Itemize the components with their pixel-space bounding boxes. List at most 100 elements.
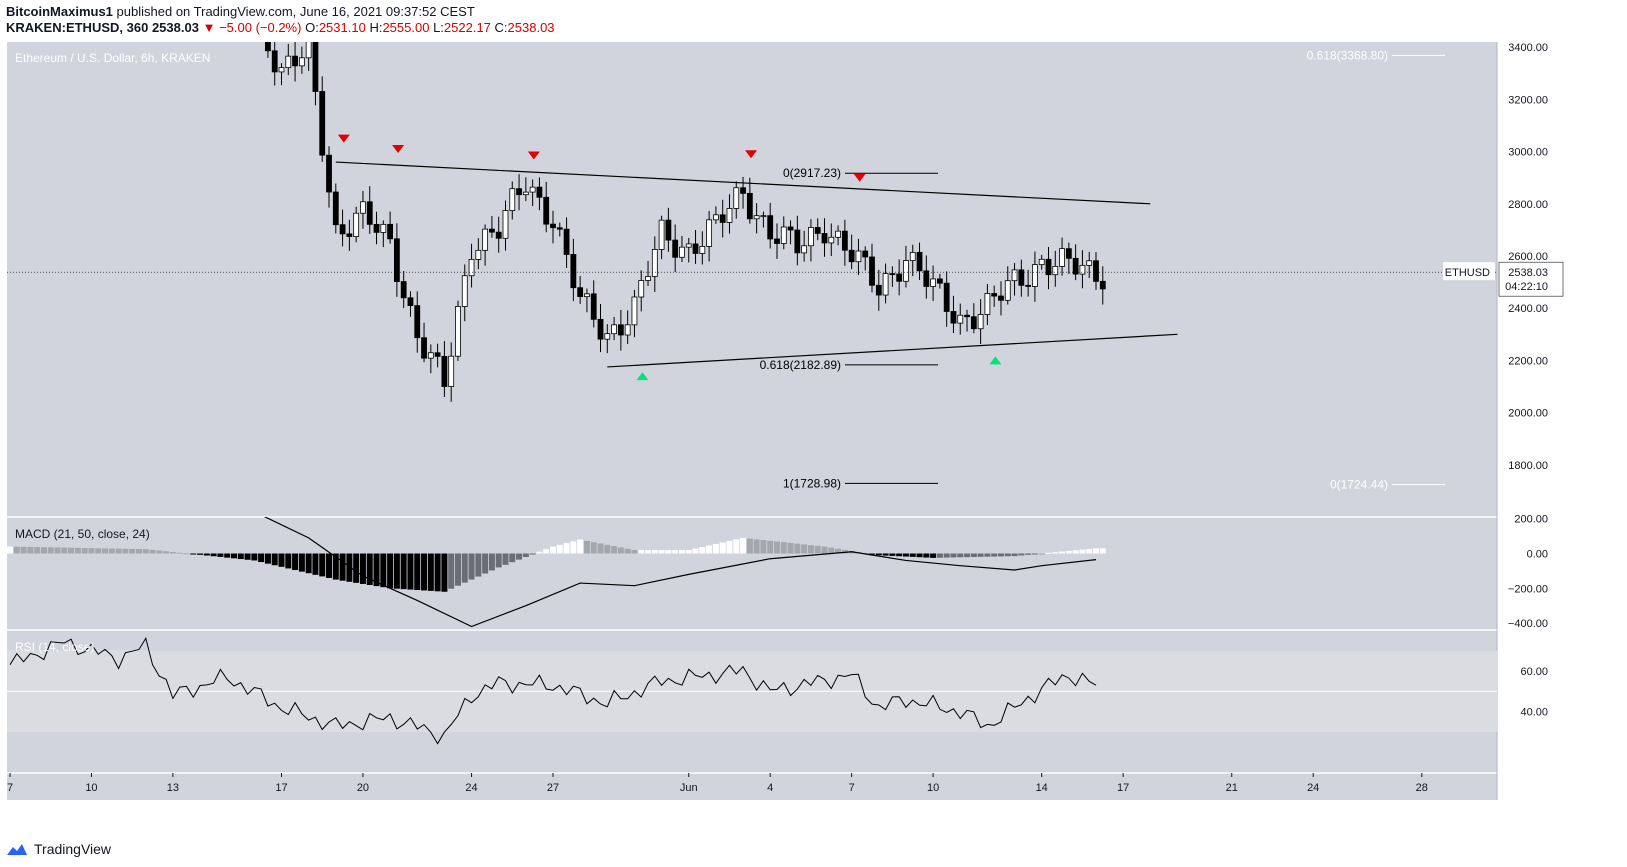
candle: [740, 187, 746, 194]
macd-histogram-bar: [746, 538, 753, 554]
macd-histogram-bar: [224, 553, 231, 558]
candle: [862, 250, 869, 258]
bar-countdown: 04:22:10: [1505, 281, 1548, 293]
macd-histogram-bar: [604, 544, 611, 554]
rsi-group: [9, 637, 1097, 745]
candle: [638, 280, 645, 298]
macd-histogram-bar: [197, 553, 204, 555]
macd-histogram-bar: [1072, 550, 1079, 554]
macd-histogram-bar: [407, 553, 414, 590]
macd-histogram-bar: [801, 544, 808, 554]
macd-histogram-bar: [665, 550, 672, 554]
macd-histogram-bar: [122, 548, 129, 554]
macd-histogram-bar: [380, 553, 387, 588]
candle: [332, 191, 339, 226]
candle: [8, 6, 13, 21]
time-axis-tick: Jun: [680, 782, 698, 794]
macd-histogram-bar: [135, 549, 142, 554]
candle: [373, 223, 380, 233]
macd-histogram-bar: [461, 553, 468, 583]
candle: [1045, 258, 1052, 276]
high-value: 2555.00: [382, 20, 430, 35]
candle: [794, 229, 801, 254]
candle: [699, 246, 706, 254]
candle: [998, 295, 1004, 301]
macd-histogram-bar: [495, 553, 502, 568]
candle: [882, 273, 889, 296]
fib-level-label: 0(1724.44): [1330, 478, 1388, 492]
macd-histogram-bar: [672, 550, 679, 554]
macd-histogram-bar: [869, 553, 876, 555]
candle: [319, 91, 326, 156]
candle: [353, 212, 360, 237]
candle: [326, 154, 332, 193]
candle: [896, 273, 903, 282]
macd-histogram-bar: [997, 553, 1004, 557]
close-label: C:: [494, 20, 508, 35]
macd-histogram-bar: [1059, 551, 1066, 554]
currency-label: USD: [1515, 53, 1538, 65]
time-axis-tick: 7: [7, 782, 13, 794]
macd-histogram-bar: [1099, 548, 1106, 554]
macd-histogram-bar: [984, 553, 991, 557]
rsi-axis-tick: 40.00: [1520, 707, 1548, 719]
macd-group: [7, 517, 1106, 628]
macd-histogram-bar: [1004, 553, 1011, 557]
candle: [1052, 266, 1059, 276]
macd-histogram-bar: [20, 546, 27, 554]
candle: [502, 210, 509, 239]
candle: [1093, 260, 1099, 282]
symbol-tag-bg: [1443, 262, 1495, 281]
macd-histogram-bar: [583, 540, 590, 554]
candle: [713, 214, 719, 221]
macd-histogram-bar: [590, 542, 597, 554]
macd-histogram-bar: [319, 553, 326, 577]
candle: [801, 245, 808, 254]
candle: [970, 316, 977, 330]
macd-histogram-bar: [81, 547, 88, 554]
macd-histogram-bar: [251, 553, 258, 561]
macd-histogram-bar: [577, 539, 584, 554]
macd-axis-tick: −400.00: [1508, 618, 1548, 630]
price-change: −5.00 (−0.2%): [219, 20, 302, 35]
candle: [427, 352, 434, 359]
candle: [475, 249, 482, 260]
tradingview-brand[interactable]: TradingView: [34, 841, 112, 857]
macd-histogram-bar: [1045, 552, 1052, 554]
macd-histogram-bar: [950, 553, 957, 558]
macd-histogram-bar: [692, 548, 699, 554]
candle: [855, 250, 862, 263]
time-axis-tick: 7: [849, 782, 855, 794]
macd-histogram-bar: [115, 548, 122, 554]
candle: [305, 42, 312, 59]
macd-histogram-bar: [1052, 552, 1059, 554]
bull-signal-triangle: [636, 372, 649, 381]
macd-histogram-bar: [624, 548, 631, 554]
macd-histogram-bar: [563, 543, 570, 554]
macd-axis-tick: −200.00: [1508, 583, 1548, 595]
candle: [943, 282, 950, 312]
macd-histogram-bar: [658, 550, 665, 554]
macd-histogram-bar: [217, 553, 224, 557]
macd-histogram-bar: [597, 543, 604, 554]
price-pane: [7, 42, 1497, 517]
time-axis-tick: 10: [927, 782, 939, 794]
candle: [495, 231, 502, 239]
candle: [1065, 248, 1072, 259]
publisher-line: BitcoinMaximus1 published on TradingView…: [6, 4, 555, 20]
candle: [577, 287, 584, 298]
candle: [767, 215, 774, 240]
publisher-name[interactable]: BitcoinMaximus1: [6, 4, 113, 19]
candle: [611, 324, 617, 335]
candle: [482, 228, 489, 251]
macd-histogram-bar: [61, 547, 68, 554]
macd-histogram-bar: [102, 548, 109, 554]
candle: [909, 251, 916, 261]
candle: [665, 219, 672, 241]
macd-histogram-bar: [346, 553, 353, 582]
candle: [543, 196, 550, 225]
macd-histogram-bar: [176, 552, 183, 554]
candle: [360, 201, 366, 214]
macd-histogram-bar: [902, 553, 909, 557]
